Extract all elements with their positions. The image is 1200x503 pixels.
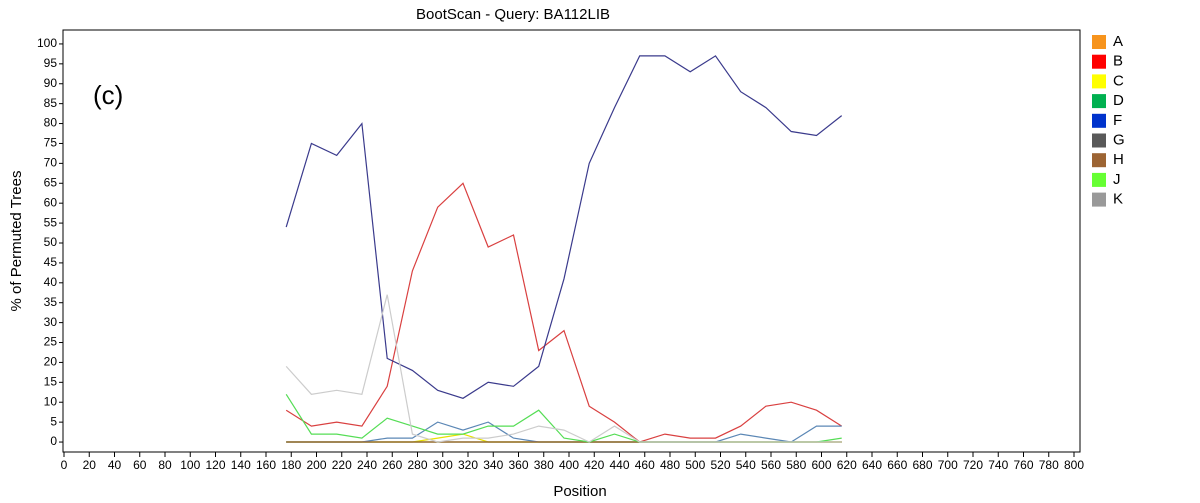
legend-swatch — [1092, 94, 1106, 109]
x-tick-label: 580 — [786, 458, 806, 472]
x-tick-label: 740 — [988, 458, 1008, 472]
y-tick-label: 40 — [44, 275, 58, 289]
y-tick-label: 20 — [44, 355, 58, 369]
x-tick-label: 100 — [180, 458, 200, 472]
series-line — [285, 294, 842, 443]
legend-label: K — [1113, 191, 1123, 208]
legend-label: B — [1113, 53, 1123, 70]
y-tick-label: 85 — [44, 96, 58, 110]
x-tick-label: 520 — [710, 458, 730, 472]
y-tick-label: 5 — [50, 414, 57, 428]
y-tick-label: 30 — [44, 315, 58, 329]
x-tick-label: 700 — [938, 458, 958, 472]
x-tick-label: 140 — [231, 458, 251, 472]
x-tick-label: 780 — [1039, 458, 1059, 472]
x-tick-label: 60 — [133, 458, 147, 472]
x-tick-label: 360 — [508, 458, 528, 472]
x-tick-label: 540 — [736, 458, 756, 472]
y-tick-label: 15 — [44, 375, 58, 389]
x-tick-label: 280 — [407, 458, 427, 472]
x-tick-label: 40 — [108, 458, 122, 472]
x-tick-label: 380 — [534, 458, 554, 472]
x-tick-label: 600 — [811, 458, 831, 472]
x-tick-label: 80 — [158, 458, 172, 472]
series-line — [285, 55, 843, 399]
x-tick-label: 220 — [332, 458, 352, 472]
x-tick-label: 480 — [660, 458, 680, 472]
x-tick-label: 300 — [433, 458, 453, 472]
x-tick-label: 420 — [584, 458, 604, 472]
x-tick-label: 800 — [1064, 458, 1084, 472]
x-tick-label: 20 — [83, 458, 97, 472]
y-axis-title: % of Permuted Trees — [8, 171, 25, 312]
legend-label: J — [1113, 171, 1121, 188]
y-tick-label: 50 — [44, 235, 58, 249]
chart-title: BootScan - Query: BA112LIB — [416, 6, 610, 23]
y-tick-label: 90 — [44, 76, 58, 90]
x-tick-label: 500 — [685, 458, 705, 472]
plot-frame — [62, 29, 1081, 453]
y-tick-label: 10 — [44, 394, 58, 408]
x-tick-label: 200 — [306, 458, 326, 472]
legend-label: A — [1113, 33, 1123, 50]
x-tick-label: 260 — [382, 458, 402, 472]
x-tick-label: 640 — [862, 458, 882, 472]
legend-swatch — [1092, 153, 1106, 168]
legend-label: C — [1113, 72, 1124, 89]
x-tick-label: 440 — [609, 458, 629, 472]
x-tick-label: 160 — [256, 458, 276, 472]
legend-swatch — [1092, 133, 1106, 148]
legend-swatch — [1092, 172, 1106, 187]
y-tick-label: 95 — [44, 56, 58, 70]
x-tick-label: 240 — [357, 458, 377, 472]
x-tick-label: 120 — [205, 458, 225, 472]
x-tick-label: 180 — [281, 458, 301, 472]
legend-swatch — [1092, 113, 1106, 128]
y-tick-label: 80 — [44, 116, 58, 130]
legend-swatch — [1092, 35, 1106, 49]
x-axis-title: Position — [553, 483, 606, 500]
legend-swatch — [1092, 54, 1106, 69]
y-tick-label: 0 — [50, 434, 57, 448]
x-tick-label: 320 — [458, 458, 478, 472]
y-tick-label: 60 — [44, 195, 58, 209]
y-tick-label: 55 — [44, 215, 58, 229]
x-tick-label: 340 — [483, 458, 503, 472]
y-tick-label: 65 — [44, 175, 58, 189]
legend-label: D — [1113, 92, 1124, 109]
x-tick-label: 460 — [635, 458, 655, 472]
x-tick-label: 620 — [837, 458, 857, 472]
x-tick-label: 680 — [912, 458, 932, 472]
y-tick-label: 25 — [44, 335, 58, 349]
x-tick-label: 560 — [761, 458, 781, 472]
x-tick-label: 400 — [559, 458, 579, 472]
legend-label: G — [1113, 131, 1125, 148]
y-tick-label: 100 — [37, 36, 57, 50]
x-tick-label: 0 — [61, 458, 68, 472]
legend-swatch — [1092, 74, 1106, 89]
legend-swatch — [1092, 192, 1106, 207]
series-line — [285, 182, 843, 443]
x-tick-label: 760 — [1013, 458, 1033, 472]
y-tick-label: 45 — [44, 255, 58, 269]
legend-label: H — [1113, 151, 1124, 168]
annotation: (c) — [93, 80, 123, 110]
x-tick-label: 720 — [963, 458, 983, 472]
x-tick-label: 660 — [887, 458, 907, 472]
legend-label: F — [1113, 112, 1122, 129]
y-tick-label: 70 — [44, 156, 58, 170]
y-tick-label: 35 — [44, 295, 58, 309]
y-tick-label: 75 — [44, 136, 58, 150]
